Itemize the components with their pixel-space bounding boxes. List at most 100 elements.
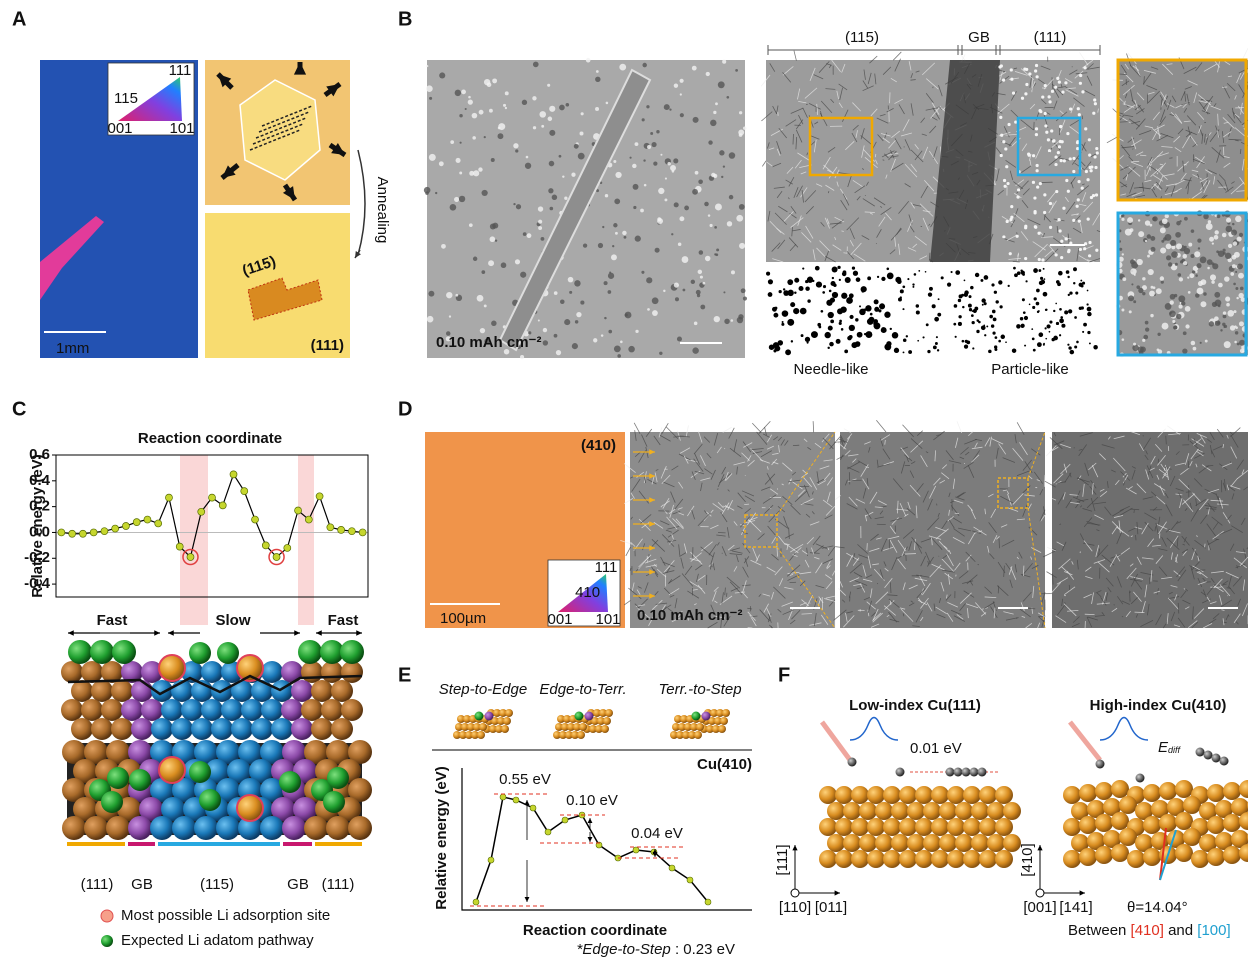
atom [1079,816,1097,834]
particle [1238,273,1244,279]
speck [890,328,892,330]
particle [1178,295,1185,302]
speck [830,320,834,324]
speck [877,276,879,278]
particle [593,338,597,342]
speck [925,271,927,273]
particle [539,111,546,118]
particle [604,281,608,285]
fiber [1230,462,1231,463]
speck [1024,345,1026,347]
particle [1090,169,1093,172]
particle [696,290,701,295]
atom [979,786,997,804]
fiber [744,504,749,505]
fiber [1186,492,1191,493]
speck [773,313,778,318]
particle [568,277,574,283]
fiber [1130,591,1131,602]
particle [1066,132,1069,135]
speck [991,324,994,327]
speck [859,305,861,307]
arrow-head [154,630,160,636]
atom [963,786,981,804]
particle [523,232,527,236]
particle [999,116,1002,119]
speck [807,299,810,302]
particle [1065,237,1068,240]
arrow-head [792,845,797,850]
particle [727,221,732,226]
particle [1182,349,1187,354]
particle [698,270,702,274]
particle [548,117,553,122]
particle [586,58,591,63]
arrow-head [1037,845,1042,850]
particle [1225,296,1230,301]
particle [1032,154,1035,157]
speck [972,347,974,349]
particle [1232,255,1237,260]
particle [651,142,656,147]
speck [817,323,821,327]
atom [311,718,333,740]
particle [1061,140,1064,143]
particle [552,195,557,200]
point [187,553,194,560]
particle [538,206,543,211]
plot-frame [56,455,368,597]
speck [811,331,818,338]
particle [1179,277,1183,281]
y-axis-title: Relative energy (eV) [433,766,450,909]
particle [473,170,479,176]
particle [1025,83,1028,86]
speck [769,344,775,350]
particle [1063,159,1066,162]
speck [1044,278,1046,280]
particle [1039,182,1042,185]
speck [1031,328,1033,330]
particle [549,130,555,136]
particle [1168,262,1172,266]
particle [1179,305,1183,309]
speck [1068,294,1070,296]
particle [1222,233,1227,238]
particle [1045,131,1048,134]
particle [1148,269,1154,275]
atom [90,640,114,664]
particle [710,224,713,227]
particle [1044,124,1047,127]
particle [435,192,437,194]
particle [715,253,718,256]
atom [84,816,108,840]
atom [931,850,949,868]
speck [958,299,961,302]
anneal-label: Annealing [374,177,391,244]
speck [1012,348,1016,352]
speck [1005,341,1007,343]
speck [1087,312,1091,316]
particle [1145,220,1150,225]
particle [1207,267,1210,270]
speck [794,278,799,283]
speck [1074,316,1077,319]
particle [498,133,504,139]
particle [1147,234,1151,238]
ipf-label: 410 [575,584,600,601]
particle [719,150,724,155]
particle [1227,310,1234,317]
speck [768,279,773,284]
atom [577,731,585,739]
speck [1032,338,1035,341]
particle [1206,223,1213,230]
atom [101,791,123,813]
atom [835,818,853,836]
particle [1061,90,1064,93]
particle [1095,147,1098,150]
speck [1043,268,1045,270]
particle [1234,325,1236,327]
atom [1223,846,1241,864]
point [530,805,536,811]
particle [1185,324,1189,328]
atom [1136,774,1145,783]
